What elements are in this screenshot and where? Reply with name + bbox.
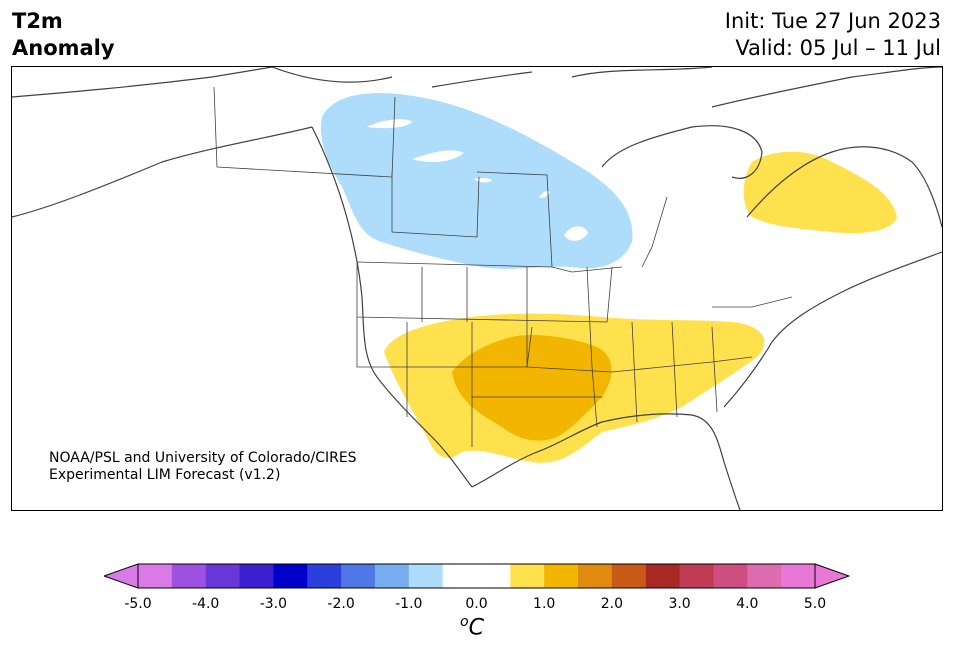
colorbar-cell — [171, 564, 207, 588]
colorbar-tick-label: 2.0 — [600, 596, 624, 612]
credit-line-1: NOAA/PSL and University of Colorado/CIRE… — [49, 450, 357, 466]
lake-island — [539, 190, 550, 198]
colorbar-tick-label: 1.0 — [533, 596, 556, 612]
map-panel — [11, 66, 943, 511]
cold-anomaly-region — [320, 92, 633, 269]
colorbar-tick-label: -1.0 — [395, 596, 423, 612]
lake-island — [367, 119, 412, 129]
colorbar-extend-min — [104, 563, 139, 589]
lake-island — [412, 150, 464, 163]
colorbar-cell — [679, 564, 714, 588]
colorbar-cell — [747, 564, 782, 588]
colorbar-unit: oC — [460, 614, 484, 640]
colorbar-tick-label: -3.0 — [259, 596, 288, 612]
lake-island — [564, 226, 588, 241]
colorbar-cell — [578, 564, 613, 588]
gulf-coastline — [471, 413, 741, 510]
north-america-map — [12, 67, 942, 510]
colorbar-cell — [239, 564, 274, 588]
colorbar-cell — [341, 564, 376, 588]
colorbar-tick-label: 5.0 — [803, 596, 827, 612]
east-coastline — [723, 146, 942, 408]
forecast-dates: Init: Tue 27 Jun 2023 Valid: 05 Jul – 11… — [725, 8, 941, 62]
colorbar-cell — [781, 564, 816, 588]
colorbar-cell — [205, 564, 241, 588]
unit-superscript: o — [460, 614, 469, 630]
unit-base: C — [468, 615, 484, 641]
colorbar-tick-label: 3.0 — [668, 596, 691, 612]
colorbar-frame — [137, 563, 816, 589]
credit-line-2: Experimental LIM Forecast (v1.2) — [49, 467, 281, 483]
map-title: T2m Anomaly — [12, 8, 115, 62]
colorbar-tick-label: -4.0 — [192, 596, 220, 612]
arctic-coast — [271, 67, 942, 108]
title-anomaly: Anomaly — [12, 36, 115, 60]
colorbar-cell — [713, 564, 748, 588]
hudson-bay — [601, 125, 763, 179]
colorbar-cell — [138, 564, 173, 588]
colorbar-ticks: -5.0 -4.0 -3.0 -2.0 -1.0 0.0 1.0 2.0 3.0 4.0 5.0 — [0, 596, 953, 616]
colorbar-tick-label: 0.0 — [465, 596, 488, 612]
colorbar-tick-label: 4.0 — [736, 596, 759, 612]
colorbar — [104, 563, 850, 589]
colorbar-cell — [544, 564, 579, 588]
colorbar-cell — [408, 564, 444, 588]
colorbar-cell — [374, 564, 410, 588]
colorbar-cell — [442, 564, 477, 588]
colorbar-cell — [476, 564, 511, 588]
colorbar-tick-label: -5.0 — [124, 596, 152, 612]
colorbar-cell — [307, 564, 342, 588]
warm-anomaly-northeast — [743, 151, 897, 234]
colorbar-tick-label: -2.0 — [327, 596, 355, 612]
political-borders — [213, 86, 793, 447]
colorbar-extend-max — [814, 563, 850, 589]
colorbar-cell — [611, 564, 647, 588]
credit-text: NOAA/PSL and University of Colorado/CIRE… — [49, 450, 357, 484]
valid-date: Valid: 05 Jul – 11 Jul — [735, 36, 941, 60]
warm-anomaly-core — [452, 335, 612, 441]
colorbar-cell — [510, 564, 545, 588]
init-date: Init: Tue 27 Jun 2023 — [724, 9, 941, 33]
colorbar-cell — [273, 564, 308, 588]
title-variable: T2m — [12, 9, 63, 33]
colorbar-cell — [645, 564, 681, 588]
